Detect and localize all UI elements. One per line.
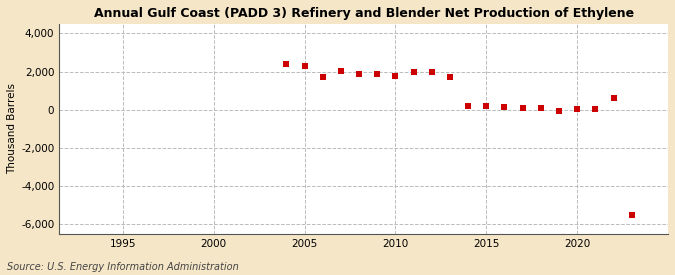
Point xyxy=(590,107,601,111)
Point xyxy=(408,69,419,74)
Point xyxy=(517,106,528,110)
Point xyxy=(481,104,491,108)
Point xyxy=(299,64,310,68)
Point xyxy=(335,68,346,73)
Point xyxy=(554,109,564,113)
Point xyxy=(608,96,619,101)
Point xyxy=(463,104,474,108)
Point xyxy=(372,71,383,76)
Point xyxy=(499,105,510,109)
Point xyxy=(281,62,292,66)
Point xyxy=(445,75,456,79)
Point xyxy=(390,74,401,79)
Point xyxy=(626,213,637,217)
Y-axis label: Thousand Barrels: Thousand Barrels xyxy=(7,83,17,174)
Title: Annual Gulf Coast (PADD 3) Refinery and Blender Net Production of Ethylene: Annual Gulf Coast (PADD 3) Refinery and … xyxy=(94,7,634,20)
Text: Source: U.S. Energy Information Administration: Source: U.S. Energy Information Administ… xyxy=(7,262,238,272)
Point xyxy=(572,107,583,111)
Point xyxy=(354,71,364,76)
Point xyxy=(317,75,328,79)
Point xyxy=(535,106,546,110)
Point xyxy=(427,69,437,74)
